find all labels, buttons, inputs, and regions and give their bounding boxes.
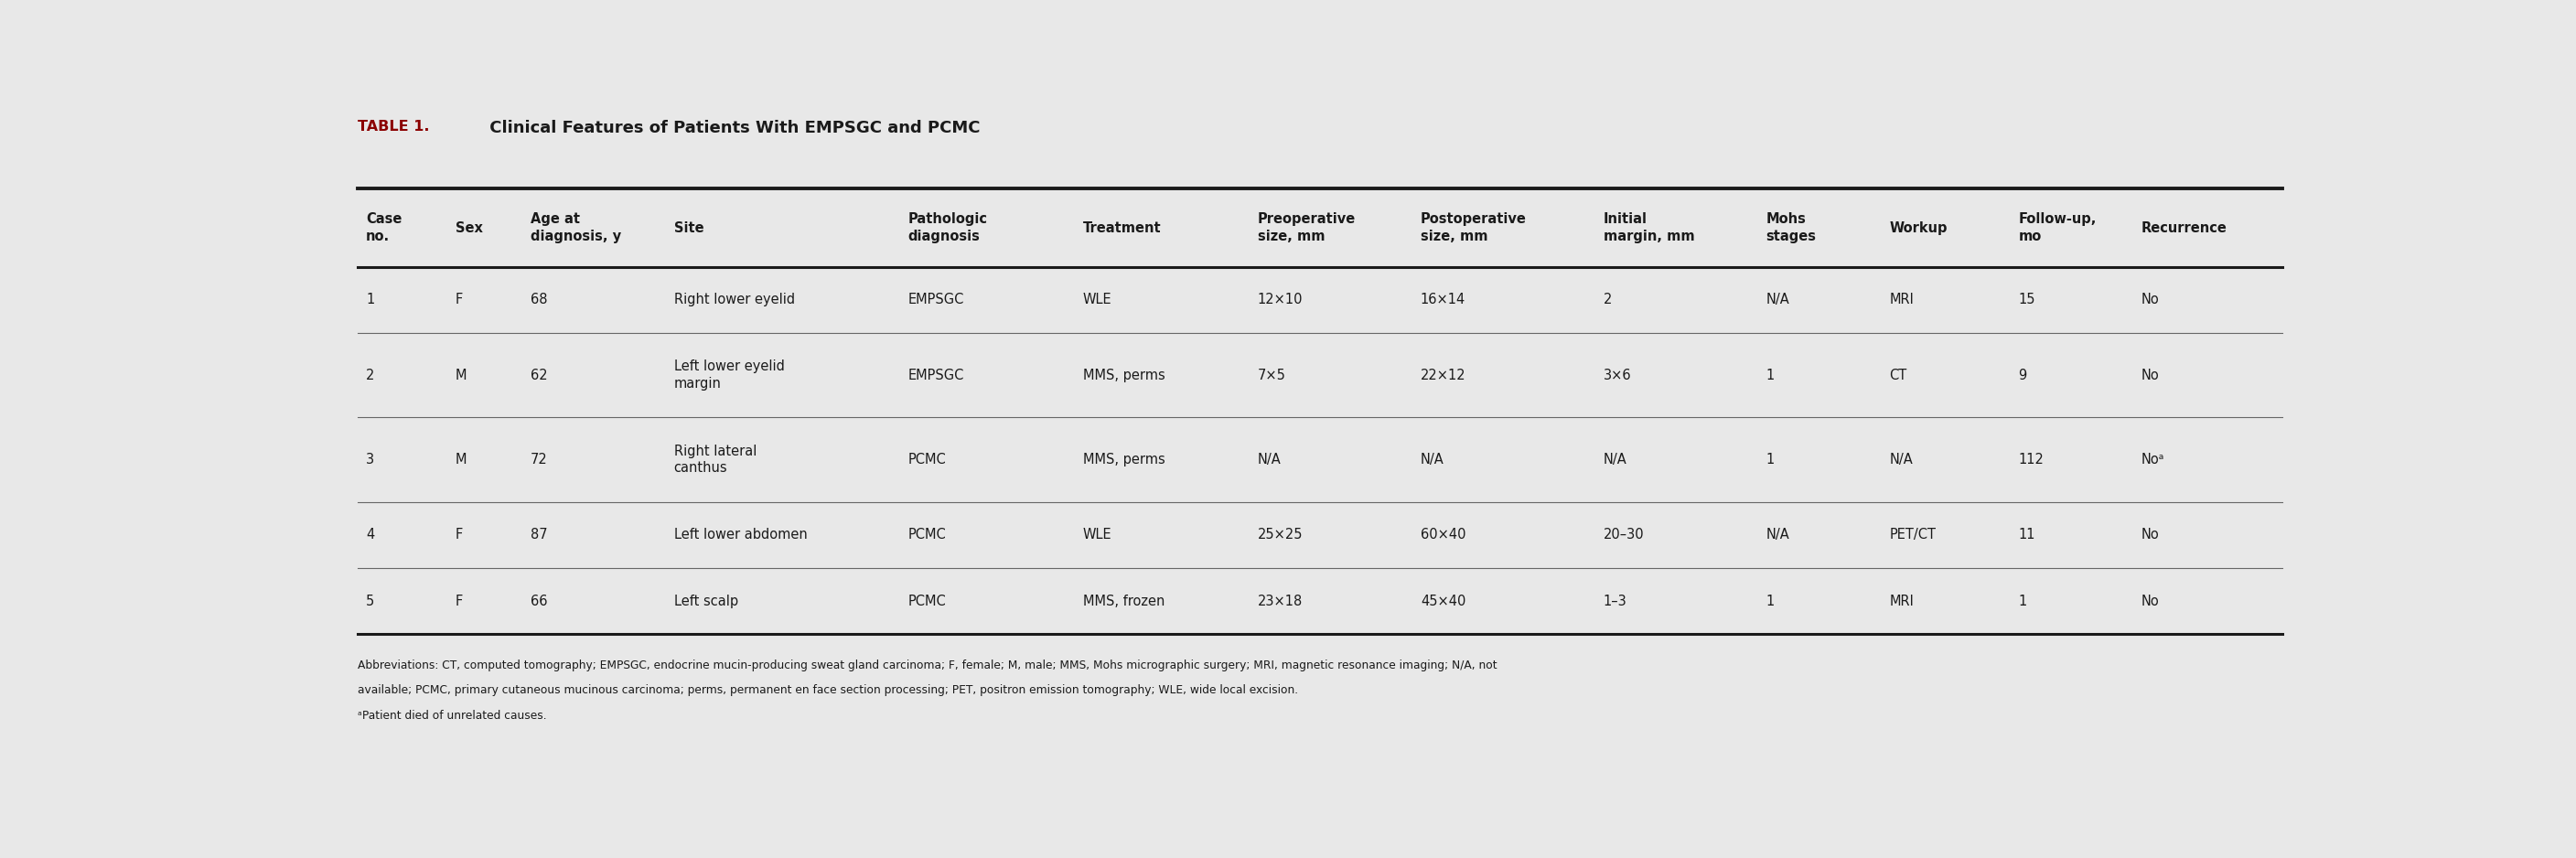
Text: 45×40: 45×40	[1419, 595, 1466, 608]
Text: 25×25: 25×25	[1257, 529, 1303, 542]
Text: MRI: MRI	[1888, 595, 1914, 608]
Text: Right lateral
canthus: Right lateral canthus	[675, 444, 757, 475]
Text: Noᵃ: Noᵃ	[2141, 453, 2164, 467]
Text: N/A: N/A	[1419, 453, 1445, 467]
Text: 1–3: 1–3	[1602, 595, 1628, 608]
Text: available; PCMC, primary cutaneous mucinous carcinoma; perms, permanent en face : available; PCMC, primary cutaneous mucin…	[358, 685, 1298, 696]
Text: N/A: N/A	[1257, 453, 1280, 467]
Text: Age at
diagnosis, y: Age at diagnosis, y	[531, 213, 621, 243]
Text: 4: 4	[366, 529, 374, 542]
Text: 2: 2	[1602, 293, 1613, 306]
Text: 1: 1	[366, 293, 374, 306]
Text: PET/CT: PET/CT	[1888, 529, 1937, 542]
Text: Abbreviations: CT, computed tomography; EMPSGC, endocrine mucin-producing sweat : Abbreviations: CT, computed tomography; …	[358, 659, 1497, 671]
Text: 1: 1	[2020, 595, 2027, 608]
Text: MMS, perms: MMS, perms	[1082, 453, 1164, 467]
Text: TABLE 1.: TABLE 1.	[358, 119, 430, 133]
Text: N/A: N/A	[1602, 453, 1628, 467]
Text: 66: 66	[531, 595, 549, 608]
Text: 60×40: 60×40	[1419, 529, 1466, 542]
Text: 11: 11	[2020, 529, 2035, 542]
Text: 9: 9	[2020, 368, 2027, 382]
Text: Mohs
stages: Mohs stages	[1767, 213, 1816, 243]
Text: 1: 1	[1767, 453, 1775, 467]
Text: MMS, frozen: MMS, frozen	[1082, 595, 1164, 608]
Text: Treatment: Treatment	[1082, 221, 1162, 235]
Text: N/A: N/A	[1767, 529, 1790, 542]
Text: No: No	[2141, 529, 2159, 542]
Text: 22×12: 22×12	[1419, 368, 1466, 382]
Text: Workup: Workup	[1888, 221, 1947, 235]
Text: PCMC: PCMC	[909, 529, 945, 542]
Text: Site: Site	[675, 221, 703, 235]
Text: N/A: N/A	[1888, 453, 1914, 467]
Text: Left lower abdomen: Left lower abdomen	[675, 529, 806, 542]
Text: PCMC: PCMC	[909, 595, 945, 608]
Text: N/A: N/A	[1767, 293, 1790, 306]
Text: 62: 62	[531, 368, 549, 382]
Text: Postoperative
size, mm: Postoperative size, mm	[1419, 213, 1528, 243]
Text: 2: 2	[366, 368, 374, 382]
Text: Follow-up,
mo: Follow-up, mo	[2020, 213, 2097, 243]
Text: M: M	[456, 453, 466, 467]
Text: 3×6: 3×6	[1602, 368, 1631, 382]
Text: 20–30: 20–30	[1602, 529, 1643, 542]
Text: 12×10: 12×10	[1257, 293, 1303, 306]
Text: MRI: MRI	[1888, 293, 1914, 306]
Text: Right lower eyelid: Right lower eyelid	[675, 293, 793, 306]
Text: 15: 15	[2020, 293, 2035, 306]
Text: Initial
margin, mm: Initial margin, mm	[1602, 213, 1695, 243]
Text: Left lower eyelid
margin: Left lower eyelid margin	[675, 360, 783, 390]
Text: 68: 68	[531, 293, 549, 306]
Text: Clinical Features of Patients With EMPSGC and PCMC: Clinical Features of Patients With EMPSG…	[484, 119, 979, 136]
Text: No: No	[2141, 293, 2159, 306]
Text: 3: 3	[366, 453, 374, 467]
Text: WLE: WLE	[1082, 529, 1113, 542]
Text: EMPSGC: EMPSGC	[909, 368, 963, 382]
Text: M: M	[456, 368, 466, 382]
Text: 87: 87	[531, 529, 549, 542]
Text: CT: CT	[1888, 368, 1906, 382]
Text: No: No	[2141, 595, 2159, 608]
Text: Case
no.: Case no.	[366, 213, 402, 243]
Text: PCMC: PCMC	[909, 453, 945, 467]
Text: F: F	[456, 529, 464, 542]
Text: ᵃPatient died of unrelated causes.: ᵃPatient died of unrelated causes.	[358, 710, 546, 722]
Text: Left scalp: Left scalp	[675, 595, 737, 608]
Text: F: F	[456, 293, 464, 306]
Text: 1: 1	[1767, 595, 1775, 608]
Text: 72: 72	[531, 453, 549, 467]
Text: Recurrence: Recurrence	[2141, 221, 2228, 235]
Text: MMS, perms: MMS, perms	[1082, 368, 1164, 382]
Text: Pathologic
diagnosis: Pathologic diagnosis	[909, 213, 987, 243]
Text: Sex: Sex	[456, 221, 482, 235]
Text: Preoperative
size, mm: Preoperative size, mm	[1257, 213, 1355, 243]
Text: 5: 5	[366, 595, 374, 608]
Text: No: No	[2141, 368, 2159, 382]
Text: EMPSGC: EMPSGC	[909, 293, 963, 306]
Text: 16×14: 16×14	[1419, 293, 1466, 306]
Text: 23×18: 23×18	[1257, 595, 1303, 608]
Text: 7×5: 7×5	[1257, 368, 1285, 382]
Text: F: F	[456, 595, 464, 608]
Text: WLE: WLE	[1082, 293, 1113, 306]
Text: 1: 1	[1767, 368, 1775, 382]
Text: 112: 112	[2020, 453, 2043, 467]
